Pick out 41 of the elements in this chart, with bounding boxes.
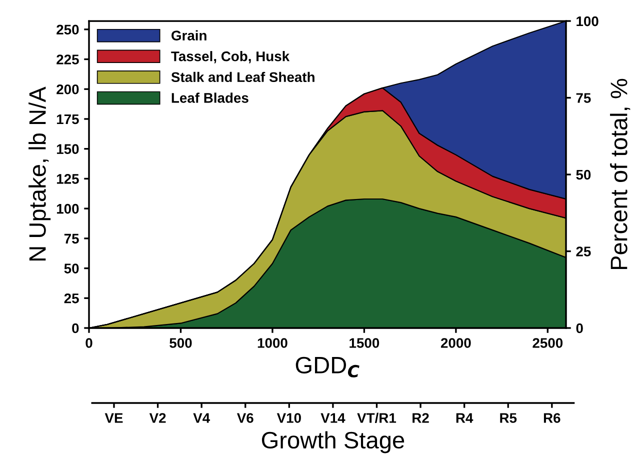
x-axis-title: GDD$_{C}$ (296, 356, 360, 378)
y-tick-label: 100 (56, 204, 79, 214)
y-tick-label: 125 (56, 174, 79, 184)
text: V14 (320, 413, 346, 423)
y2-tick-label: 50 (576, 170, 591, 180)
text: V10 (276, 413, 301, 423)
text: V6 (236, 413, 254, 423)
legend-label: Stalk and Leaf Sheath (171, 72, 314, 82)
y2-tick-label: 100 (576, 16, 598, 26)
legend-label: Leaf Blades (172, 92, 248, 103)
x-tick-label: 2000 (440, 338, 471, 348)
text: VE (104, 413, 123, 423)
y-tick-label: 150 (56, 144, 79, 154)
y-tick-label: 25 (64, 293, 79, 304)
x-tick-label: 500 (170, 338, 192, 348)
x-tick-label: 2500 (532, 338, 563, 348)
y-tick-label: 225 (56, 54, 79, 64)
text: VT/R1 (357, 412, 396, 424)
x2-axis-title: Growth Stage (262, 431, 404, 454)
x-tick-label: 1500 (350, 338, 380, 348)
y-tick-label: 0 (72, 323, 79, 334)
text: V4 (193, 413, 210, 423)
y-tick-label: 50 (64, 264, 79, 274)
x-tick-label: 1000 (258, 338, 288, 348)
y-tick-label: 200 (56, 84, 79, 94)
y2-tick-label: 25 (576, 246, 591, 256)
text: R6 (544, 413, 560, 423)
y-tick-label: 175 (56, 114, 79, 124)
y2-tick-label: 75 (576, 93, 591, 103)
text: R4 (456, 413, 474, 423)
y2-axis-title: Percent of total, % (610, 78, 630, 270)
legend-label: Tassel, Cob, Husk (171, 51, 290, 64)
text: R2 (412, 413, 429, 423)
y-tick-label: 250 (56, 24, 79, 35)
legend-label: Grain (172, 30, 206, 40)
text: R5 (500, 413, 517, 423)
x-tick-label: 0 (86, 338, 92, 348)
y-axis-title: N Uptake, lb N/A (28, 86, 51, 260)
y2-tick-label: 0 (576, 323, 583, 334)
y-tick-label: 75 (64, 234, 79, 244)
text: V2 (149, 413, 166, 423)
